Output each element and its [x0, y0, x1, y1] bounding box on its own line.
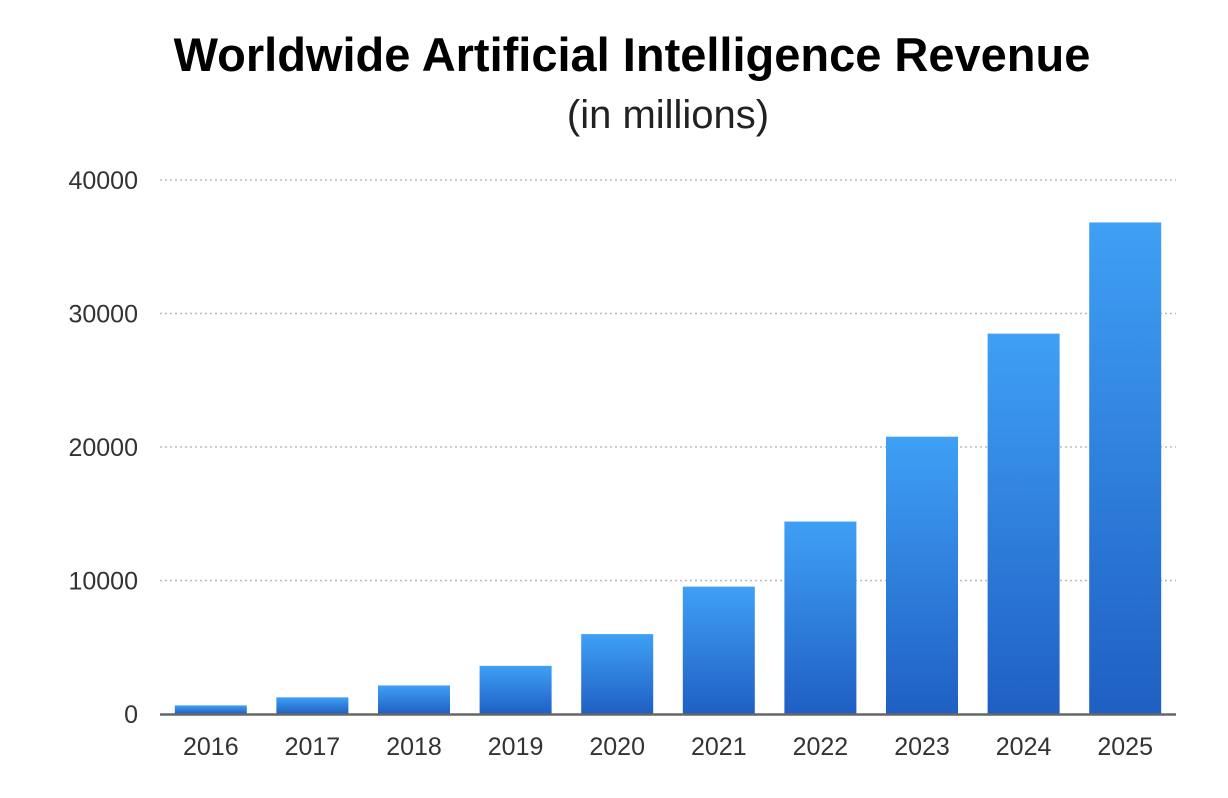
x-tick-label: 2018	[386, 733, 442, 761]
bar-2025	[1089, 222, 1162, 714]
x-tick-label: 2023	[894, 733, 950, 761]
y-tick-label: 0	[124, 701, 138, 729]
bar-2020	[581, 634, 654, 714]
x-tick-label: 2021	[691, 733, 747, 761]
x-tick-label: 2016	[183, 733, 239, 761]
y-tick-label: 10000	[68, 568, 138, 596]
bar-2021	[682, 586, 755, 714]
bar-2023	[886, 436, 958, 714]
x-tick-label: 2017	[285, 733, 341, 761]
chart-title: Worldwide Artificial Intelligence Revenu…	[174, 28, 1091, 81]
y-tick-label: 20000	[68, 434, 138, 462]
x-tick-label: 2024	[996, 733, 1052, 761]
bar-2016	[174, 705, 247, 714]
chart-subtitle: (in millions)	[567, 93, 769, 137]
y-tick-label: 30000	[68, 301, 138, 329]
bar-2017	[276, 697, 349, 714]
y-tick-label: 40000	[68, 167, 138, 195]
x-tick-label: 2022	[793, 733, 849, 761]
y-axis-ticks: 0 10000 20000 30000 40000	[68, 167, 138, 729]
bar-2019	[479, 665, 552, 714]
bar-2022	[784, 521, 857, 714]
x-tick-label: 2025	[1097, 733, 1153, 761]
bar-2024	[987, 333, 1060, 714]
x-tick-label: 2019	[488, 733, 544, 761]
bar-2018	[378, 685, 450, 714]
x-axis-ticks: 2016 2017 2018 2019 2020 2021 2022 2023 2024 2025	[183, 733, 1153, 761]
x-tick-label: 2020	[589, 733, 645, 761]
bars	[174, 222, 1162, 714]
